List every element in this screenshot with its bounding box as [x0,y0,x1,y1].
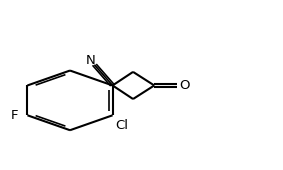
Text: Cl: Cl [115,119,128,132]
Text: F: F [11,109,18,122]
Text: O: O [179,79,190,92]
Text: N: N [86,54,96,67]
